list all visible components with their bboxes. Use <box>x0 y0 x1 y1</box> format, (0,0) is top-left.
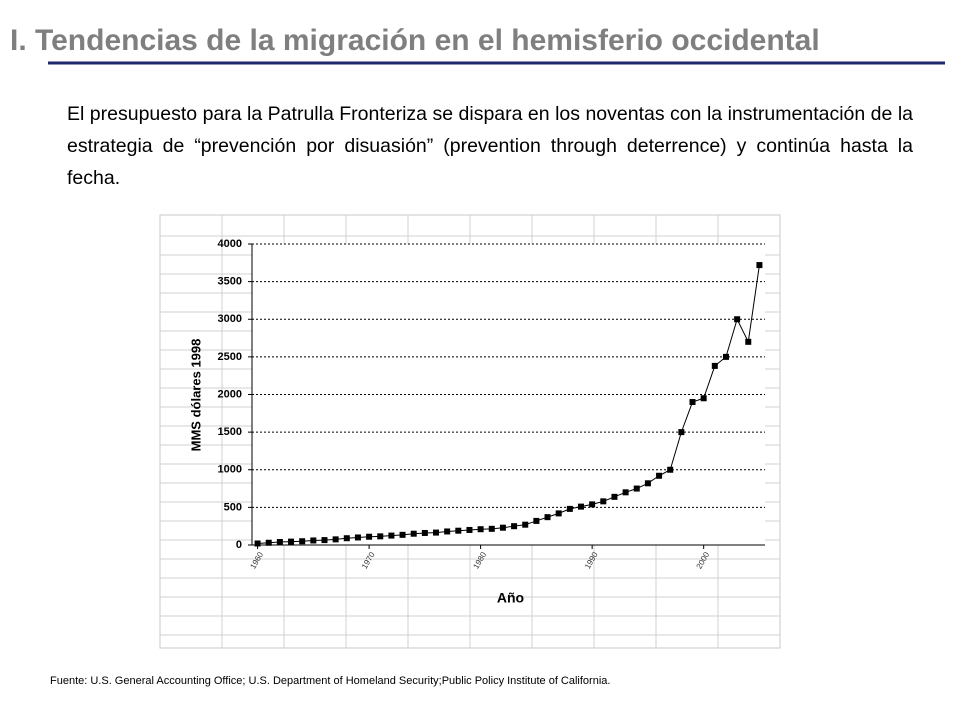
data-point <box>678 429 685 436</box>
data-point <box>388 532 395 539</box>
data-point <box>421 529 428 536</box>
data-point <box>577 503 584 510</box>
data-point <box>477 526 484 533</box>
data-point <box>711 362 718 369</box>
data-point <box>589 501 596 508</box>
data-point <box>745 338 752 345</box>
x-axis-label: Año <box>497 590 524 606</box>
data-point <box>511 523 518 530</box>
data-point <box>466 526 473 533</box>
y-tick-label: 3000 <box>218 313 242 325</box>
y-tick-label: 3500 <box>218 276 242 288</box>
data-point <box>354 534 361 541</box>
data-point <box>700 395 707 402</box>
data-point <box>522 521 529 528</box>
data-point <box>410 530 417 537</box>
data-point <box>499 524 506 531</box>
data-point <box>722 353 729 360</box>
y-tick-label: 500 <box>224 501 242 513</box>
y-tick-label: 1500 <box>218 426 242 438</box>
slide-title: I. Tendencias de la migración en el hemi… <box>10 24 820 57</box>
data-point <box>276 538 283 545</box>
data-point <box>644 480 651 487</box>
data-point <box>566 505 573 512</box>
data-point <box>611 493 618 500</box>
source-note: Fuente: U.S. General Accounting Office; … <box>50 675 610 687</box>
data-point <box>288 538 295 545</box>
data-point <box>265 539 272 546</box>
data-point <box>734 316 741 323</box>
data-point <box>433 529 440 536</box>
data-point <box>332 536 339 543</box>
body-text: El presupuesto para la Patrulla Fronteri… <box>67 103 913 189</box>
data-point <box>600 498 607 505</box>
y-tick-label: 1000 <box>218 464 242 476</box>
data-point <box>544 514 551 521</box>
y-axis-label: MMS dólares 1998 <box>188 339 203 452</box>
data-point <box>533 517 540 524</box>
data-point <box>310 537 317 544</box>
data-point <box>555 510 562 517</box>
data-point <box>399 531 406 538</box>
data-point <box>633 485 640 492</box>
data-point <box>756 262 763 269</box>
y-tick-label: 0 <box>236 539 242 551</box>
data-point <box>299 538 306 545</box>
data-point <box>254 540 261 547</box>
data-point <box>444 528 451 535</box>
data-point <box>321 537 328 544</box>
data-point <box>343 535 350 542</box>
data-point <box>622 489 629 496</box>
data-point <box>377 533 384 540</box>
y-tick-label: 4000 <box>218 238 242 250</box>
data-line <box>257 264 760 544</box>
data-point <box>656 472 663 479</box>
y-tick-label: 2500 <box>218 351 242 363</box>
y-tick-label: 2000 <box>218 388 242 400</box>
data-point <box>689 399 696 406</box>
data-point <box>488 525 495 532</box>
data-point <box>455 527 462 534</box>
data-point <box>366 533 373 540</box>
data-point <box>667 466 674 473</box>
